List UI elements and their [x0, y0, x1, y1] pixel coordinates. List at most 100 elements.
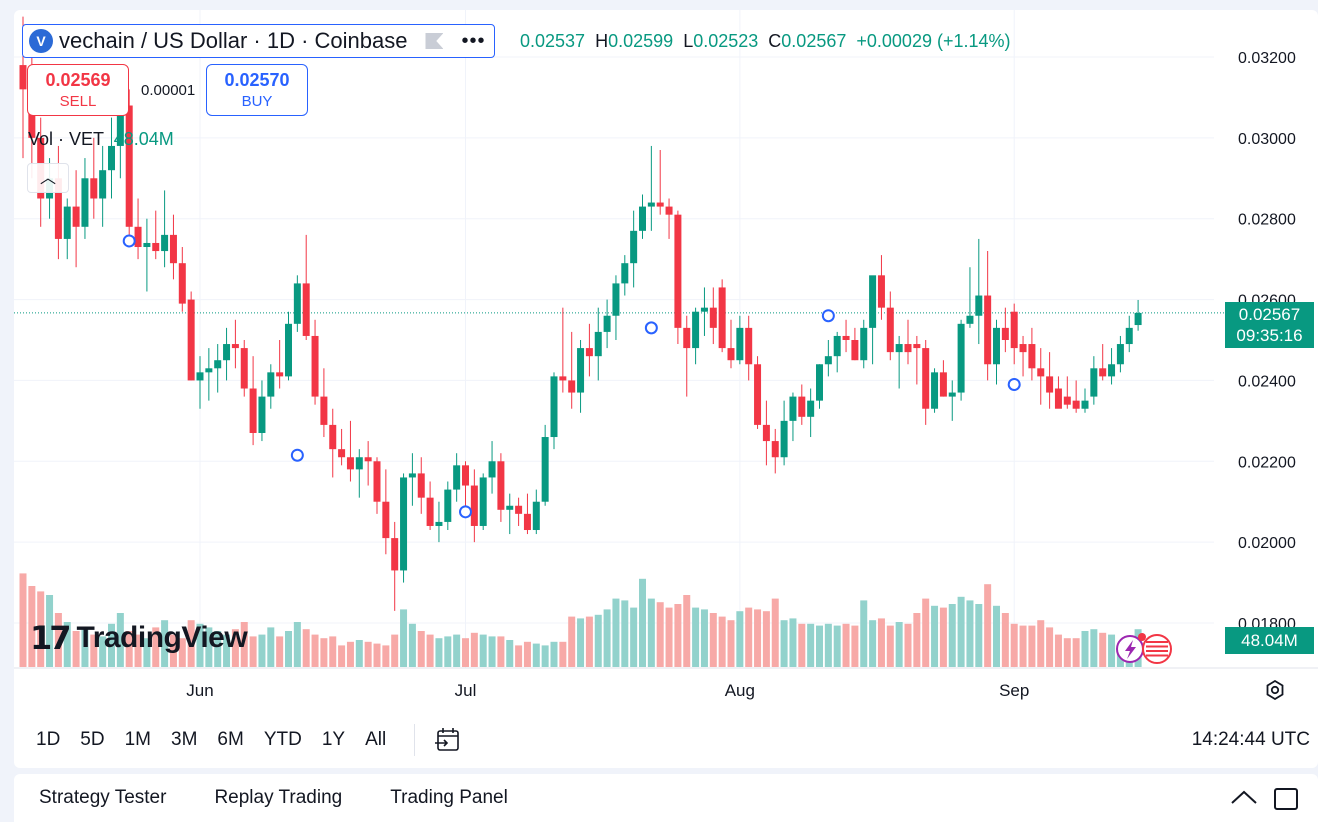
volume-bar — [125, 631, 133, 667]
volume-bar — [346, 641, 354, 667]
candle-body — [718, 287, 726, 349]
candle-body — [267, 372, 275, 397]
timeframe-3m[interactable]: 3M — [171, 729, 198, 750]
timeframe-1d[interactable]: 1D — [36, 729, 61, 750]
volume-bar — [187, 620, 195, 667]
symbol-legend[interactable]: V vechain / US Dollar · 1D · Coinbase ••… — [22, 24, 495, 58]
flag-icon[interactable] — [425, 33, 444, 49]
candle-body — [656, 202, 664, 207]
candle-body — [904, 344, 912, 353]
sell-button[interactable]: 0.02569 SELL — [27, 64, 129, 116]
candle-body — [541, 437, 549, 502]
candle-body — [355, 457, 363, 470]
candle-body — [647, 202, 655, 207]
volume-bar — [780, 620, 788, 667]
chevron-up-icon[interactable] — [1230, 788, 1258, 806]
timeframe-6m[interactable]: 6M — [217, 729, 244, 750]
candle-body — [842, 335, 850, 340]
time-tick-label: Aug — [725, 681, 755, 700]
tradingview-logo[interactable]: 17 TradingView — [30, 619, 248, 657]
volume-bar — [1046, 627, 1054, 667]
timeframe-5d[interactable]: 5D — [80, 729, 105, 750]
candle-body — [1116, 344, 1124, 365]
candle-body — [63, 206, 71, 239]
volume-bar — [727, 620, 735, 667]
event-marker-icon — [459, 505, 472, 519]
current-price-tag: 0.02567 09:35:16 — [1225, 302, 1314, 348]
candle-body — [1134, 312, 1142, 326]
volume-bar — [54, 613, 62, 667]
volume-bar — [612, 598, 620, 667]
volume-bar — [692, 607, 700, 667]
spread-value: 0.00001 — [141, 82, 196, 99]
candle-body — [19, 65, 27, 90]
volume-bar — [904, 623, 912, 667]
candle-body — [824, 356, 832, 365]
candle-body — [391, 538, 399, 571]
candle-body — [293, 283, 301, 324]
timeframe-1y[interactable]: 1Y — [321, 729, 346, 750]
candle-body — [674, 214, 682, 328]
volume-bar — [497, 636, 505, 667]
volume-bar — [754, 609, 762, 667]
volume-bar — [877, 618, 885, 667]
volume-bar — [249, 636, 257, 667]
tv-logo-text: TradingView — [76, 621, 248, 654]
toolbar-divider — [414, 724, 416, 756]
buy-button[interactable]: 0.02570 BUY — [206, 64, 308, 116]
candle-body — [470, 485, 478, 526]
candle-body — [1090, 368, 1098, 397]
candle-body — [1028, 344, 1036, 369]
maximize-icon[interactable] — [1274, 788, 1298, 810]
timeframe-all[interactable]: All — [365, 729, 387, 750]
candle-body — [125, 105, 133, 227]
close-value: 0.02567 — [781, 31, 847, 51]
volume-bar — [152, 627, 160, 667]
volume-bar — [223, 634, 231, 667]
candle-body — [523, 513, 531, 531]
volume-bar — [736, 611, 744, 667]
volume-bar — [72, 631, 80, 667]
candle-body — [497, 461, 505, 510]
candle-body — [214, 360, 222, 369]
candle-body — [1037, 368, 1045, 377]
candle-body — [709, 307, 717, 328]
candle-body — [1019, 344, 1027, 353]
candle-body — [72, 206, 80, 227]
candle-body — [886, 307, 894, 353]
volume-bar — [842, 623, 850, 667]
more-horizontal-icon[interactable]: ••• — [461, 30, 486, 52]
volume-legend[interactable]: Vol · VET 48.04M — [28, 129, 174, 150]
chart-area[interactable]: 0.032000.030000.028000.026000.024000.022… — [14, 10, 1318, 768]
candle-body — [152, 242, 160, 252]
timeframe-ytd[interactable]: YTD — [263, 729, 302, 750]
settings-icon[interactable] — [1265, 680, 1285, 700]
buy-price: 0.02570 — [224, 70, 290, 90]
date-range-icon[interactable] — [433, 725, 463, 755]
candle-body — [957, 323, 965, 393]
candlestick-chart[interactable]: 0.032000.030000.028000.026000.024000.022… — [14, 10, 1318, 710]
tab-strategy-tester[interactable]: Strategy Tester — [39, 787, 167, 808]
candle-body — [108, 145, 115, 171]
candle-body — [99, 170, 107, 199]
candle-body — [754, 364, 762, 425]
volume-bar — [975, 604, 983, 667]
sell-label: SELL — [59, 93, 97, 110]
candle-body — [1063, 396, 1071, 405]
timeframe-1m[interactable]: 1M — [124, 729, 151, 750]
price-tick-label: 0.02000 — [1238, 535, 1296, 552]
price-tick-label: 0.03000 — [1238, 131, 1296, 148]
volume-bar — [196, 623, 204, 667]
symbol-title[interactable]: vechain / US Dollar · 1D · Coinbase — [59, 28, 408, 53]
candle-body — [1046, 376, 1054, 393]
tab-replay-trading[interactable]: Replay Trading — [214, 787, 343, 808]
tab-trading-panel[interactable]: Trading Panel — [390, 787, 508, 808]
bottom-panel-tabs: Strategy Tester Replay Trading Trading P… — [14, 774, 1318, 822]
volume-bar — [231, 629, 239, 667]
utc-clock[interactable]: 14:24:44 UTC — [1191, 729, 1310, 750]
candle-body — [1125, 327, 1133, 345]
volume-bar — [550, 641, 558, 667]
candle-body — [1010, 311, 1018, 349]
collapse-legend-button[interactable]: ︿ — [27, 163, 69, 193]
candle-body — [479, 477, 487, 526]
